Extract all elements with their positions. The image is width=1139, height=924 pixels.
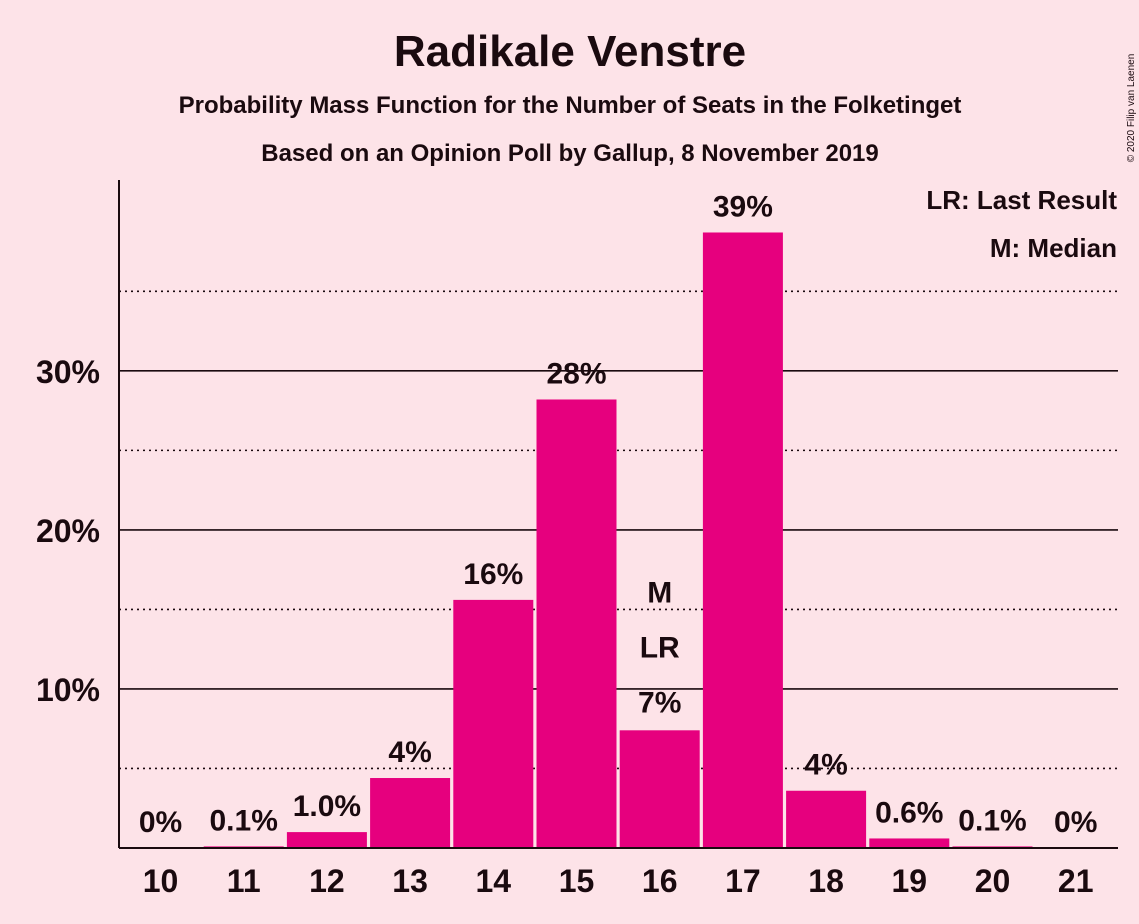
bar-15 (536, 399, 617, 848)
legend-entry-0: LR: Last Result (926, 185, 1117, 215)
value-label-17: 39% (713, 190, 773, 223)
chart-subtitle-2: Based on an Opinion Poll by Gallup, 8 No… (261, 140, 878, 167)
x-tick-label-14: 14 (476, 863, 512, 899)
marker-label-m: M (647, 576, 672, 609)
gridlines: 10% 20% 30% (36, 290, 1118, 770)
value-label-10: 0% (139, 806, 182, 839)
y-tick-label-1: 20% (36, 513, 100, 549)
bar-13 (370, 778, 451, 848)
value-label-15: 28% (546, 357, 606, 390)
y-tick-label-0: 10% (36, 672, 100, 708)
x-tick-label-12: 12 (309, 863, 345, 899)
value-label-21: 0% (1054, 806, 1097, 839)
legend-entry-1: M: Median (990, 233, 1117, 263)
x-tick-label-18: 18 (808, 863, 844, 899)
x-tick-label-16: 16 (642, 863, 678, 899)
bar-16 (619, 730, 700, 848)
bar-17 (702, 232, 783, 848)
bar-14 (453, 599, 534, 848)
value-label-18: 4% (804, 749, 847, 782)
value-labels: 0% 10 0.1% 11 1.0% 12 4% 13 16% 14 28% 15 7% 16 39% 17 4… (139, 190, 1098, 899)
value-label-13: 4% (388, 736, 431, 769)
marker-label-lr: LR (640, 631, 680, 664)
value-label-12: 1.0% (293, 790, 361, 823)
value-label-20: 0.1% (958, 804, 1026, 837)
x-tick-label-21: 21 (1058, 863, 1094, 899)
x-tick-label-19: 19 (892, 863, 928, 899)
value-label-14: 16% (463, 558, 523, 591)
bars (203, 232, 1033, 848)
x-tick-label-11: 11 (227, 863, 261, 899)
bar-12 (286, 832, 367, 848)
copyright-text: © 2020 Filip van Laenen (1126, 54, 1137, 163)
value-label-19: 0.6% (875, 796, 943, 829)
x-tick-label-10: 10 (143, 863, 179, 899)
chart-title: Radikale Venstre (394, 27, 746, 76)
bar-18 (786, 790, 867, 848)
y-tick-label-2: 30% (36, 354, 100, 390)
x-tick-label-13: 13 (392, 863, 428, 899)
x-tick-label-17: 17 (725, 863, 761, 899)
x-tick-label-20: 20 (975, 863, 1011, 899)
chart-subtitle: Probability Mass Function for the Number… (179, 92, 962, 119)
value-label-16: 7% (638, 686, 681, 719)
value-label-11: 0.1% (210, 804, 278, 837)
bar-19 (869, 838, 950, 848)
x-tick-label-15: 15 (559, 863, 595, 899)
legend: LR: Last Result M: Median (926, 185, 1117, 263)
axes (118, 180, 1118, 849)
